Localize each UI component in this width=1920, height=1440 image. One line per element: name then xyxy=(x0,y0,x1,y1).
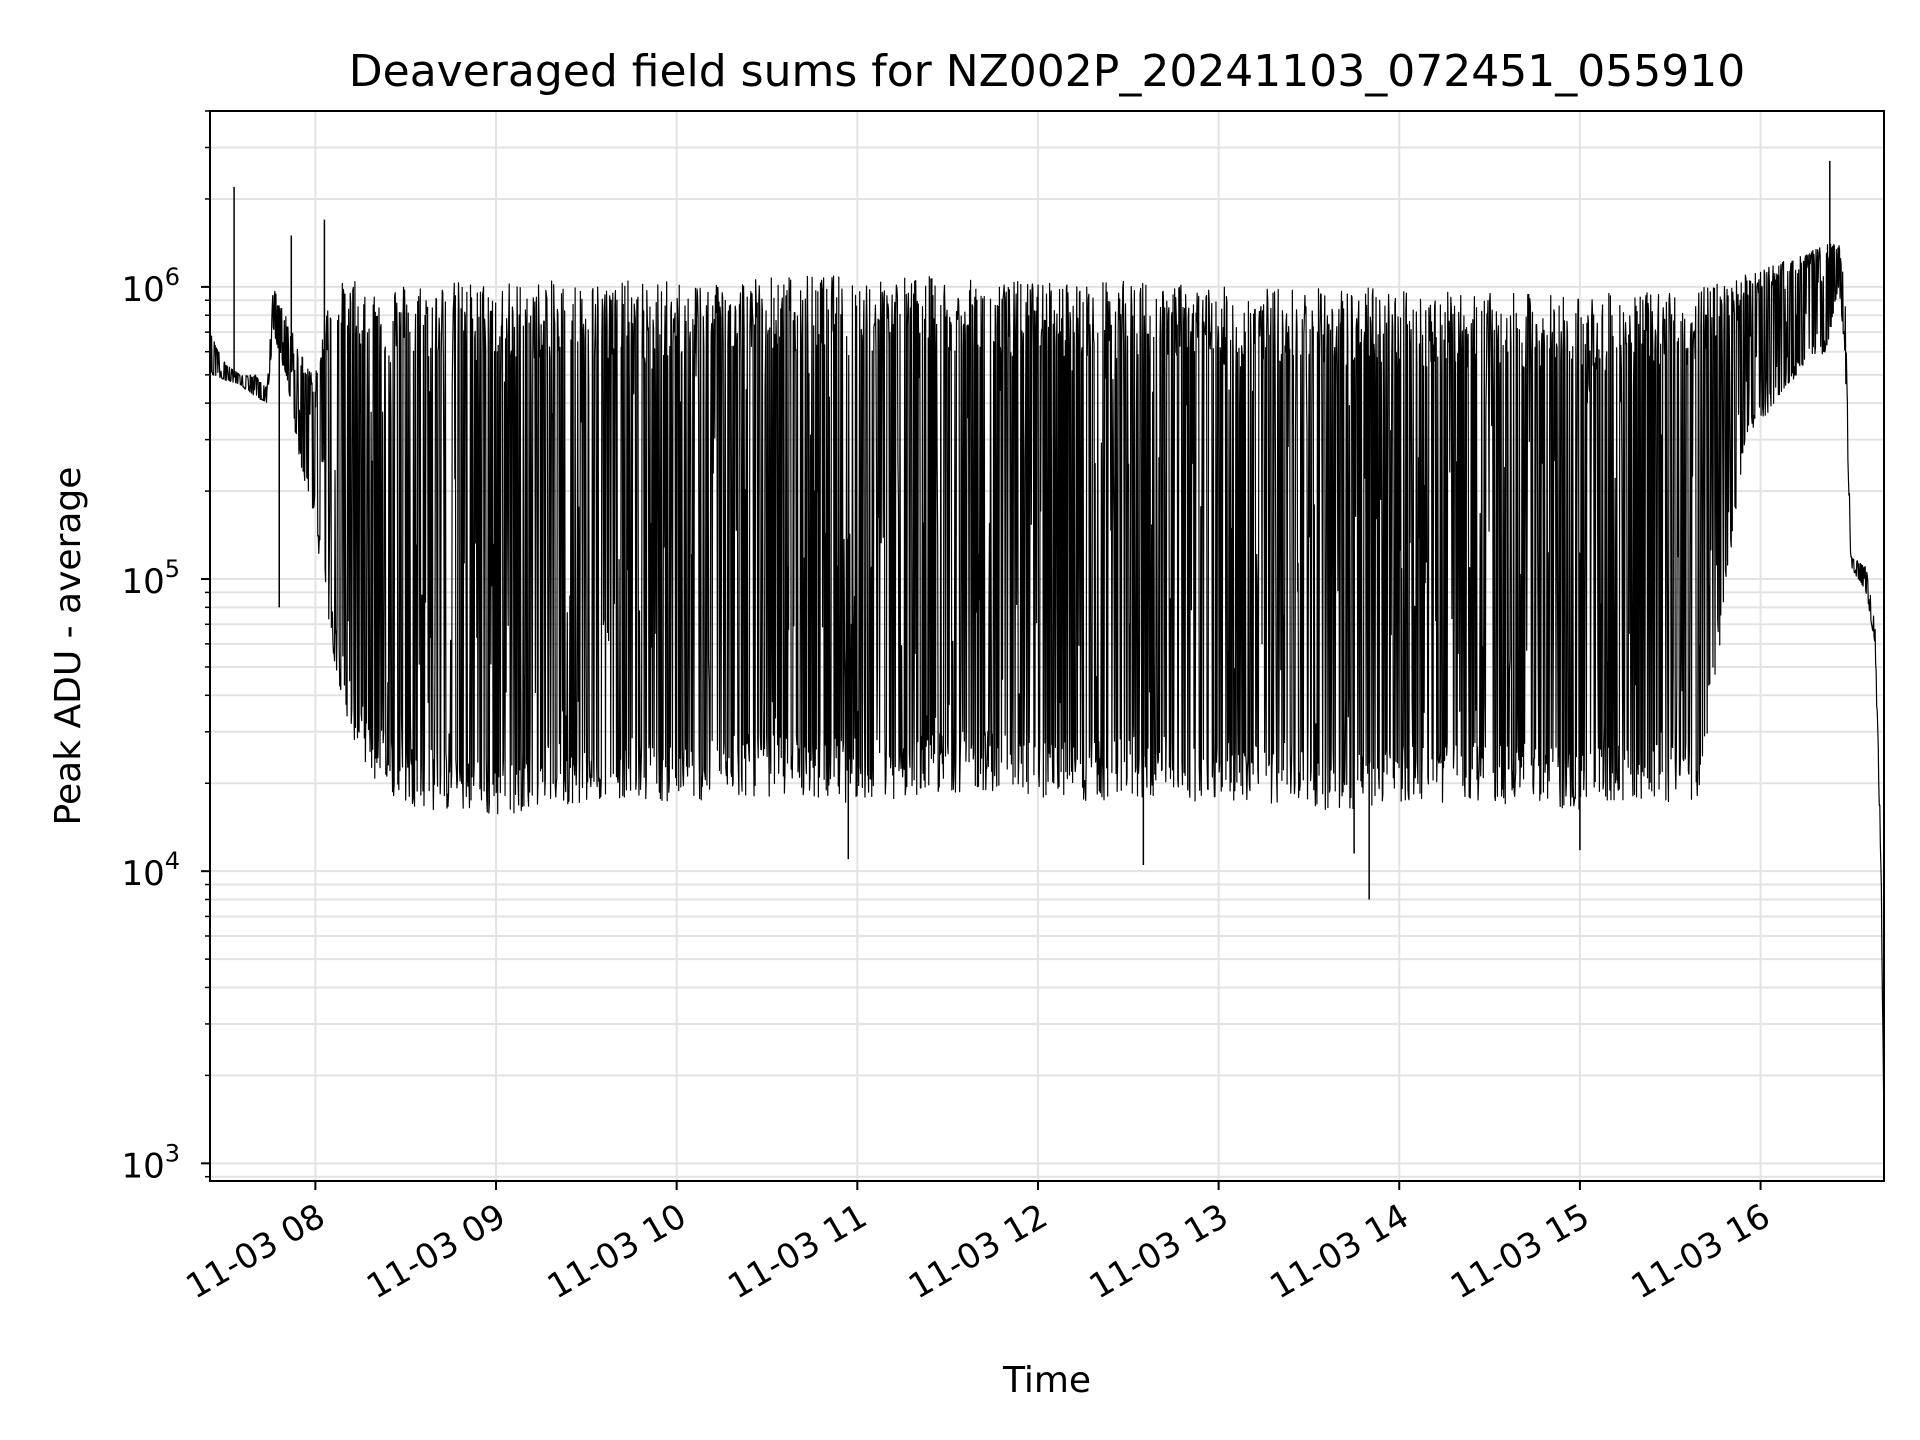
x-axis-label: Time xyxy=(1002,1360,1091,1401)
series-line xyxy=(209,243,1885,1140)
plot-frame xyxy=(209,110,1885,1182)
y-tick-label: 106 xyxy=(121,263,180,310)
y-axis: 103 104 105 106 xyxy=(121,110,210,1186)
chart-title: Deaveraged field sums for NZ002P_2024110… xyxy=(349,46,1745,97)
y-tick-label: 105 xyxy=(121,555,180,602)
series-trace xyxy=(209,160,1885,1140)
y-tick-label: 104 xyxy=(121,847,180,894)
y-tick-label: 103 xyxy=(121,1139,180,1186)
y-axis-label: Peak ADU - average xyxy=(48,467,89,826)
